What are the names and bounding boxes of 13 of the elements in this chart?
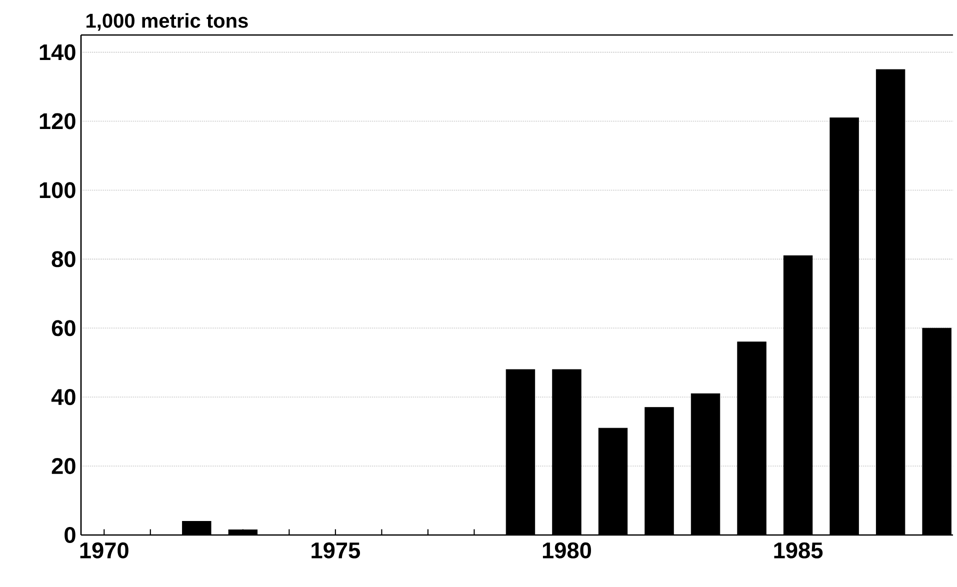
y-tick-label: 140 — [40, 44, 76, 60]
y-tick-label: 0 — [64, 526, 76, 544]
y-tick-label: 40 — [51, 389, 76, 406]
y-tick-label: 120 — [40, 113, 76, 130]
y-tick-label: 60 — [52, 320, 76, 336]
y-tick-label: 100 — [40, 182, 76, 198]
y-tick-label: 80 — [52, 251, 76, 268]
x-tick-label: 1970 — [80, 542, 128, 558]
x-tick-label: 1985 — [774, 542, 823, 558]
y-tick-label: 20 — [52, 458, 76, 474]
x-tick-label: 1975 — [312, 542, 360, 558]
y-axis-title: 1,000 metric tons — [86, 13, 248, 31]
x-tick-label: 1980 — [542, 542, 591, 558]
